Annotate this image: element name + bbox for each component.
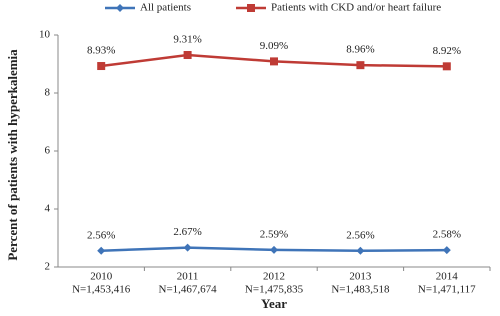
point bbox=[270, 245, 278, 254]
data-label: 2.56% bbox=[87, 229, 115, 241]
x-tick-sublabel: N=1,483,518 bbox=[331, 284, 390, 296]
data-label: 2.56% bbox=[346, 229, 374, 241]
x-tick-label: 2010 bbox=[90, 271, 113, 283]
data-label: 2.59% bbox=[260, 228, 288, 240]
data-label: 9.09% bbox=[260, 40, 288, 52]
y-tick-label: 8 bbox=[45, 87, 51, 99]
x-tick-sublabel: N=1,475,835 bbox=[245, 284, 304, 296]
point bbox=[442, 62, 451, 71]
data-label: 2.58% bbox=[433, 229, 461, 241]
legend-label: All patients bbox=[140, 2, 191, 14]
x-tick-sublabel: N=1,471,117 bbox=[418, 284, 476, 296]
point bbox=[183, 51, 192, 60]
point bbox=[356, 246, 365, 255]
point bbox=[270, 57, 278, 66]
x-tick-label: 2012 bbox=[263, 271, 285, 283]
legend-label: Patients with CKD and/or heart failure bbox=[271, 2, 441, 14]
y-tick-label: 10 bbox=[39, 29, 51, 41]
point bbox=[116, 4, 124, 12]
data-label: 9.31% bbox=[173, 34, 201, 46]
y-tick-label: 6 bbox=[45, 145, 51, 157]
data-label: 8.96% bbox=[346, 44, 374, 56]
y-tick-label: 2 bbox=[45, 261, 51, 273]
point bbox=[97, 246, 106, 255]
point bbox=[183, 243, 192, 252]
data-label: 2.67% bbox=[173, 226, 201, 238]
x-tick-sublabel: N=1,467,674 bbox=[159, 284, 218, 296]
x-tick-label: 2013 bbox=[349, 271, 372, 283]
y-axis-title: Percent of patients with hyperkalemia bbox=[5, 49, 20, 261]
point bbox=[442, 246, 451, 255]
x-tick-label: 2011 bbox=[177, 271, 199, 283]
x-tick-sublabel: N=1,453,416 bbox=[72, 284, 131, 296]
x-axis-title: Year bbox=[261, 296, 287, 311]
x-tick-label: 2014 bbox=[436, 271, 459, 283]
y-tick-label: 4 bbox=[45, 203, 51, 215]
point bbox=[356, 61, 365, 70]
data-label: 8.92% bbox=[433, 45, 461, 57]
point bbox=[97, 62, 106, 71]
point bbox=[247, 4, 255, 12]
data-label: 8.93% bbox=[87, 45, 115, 57]
